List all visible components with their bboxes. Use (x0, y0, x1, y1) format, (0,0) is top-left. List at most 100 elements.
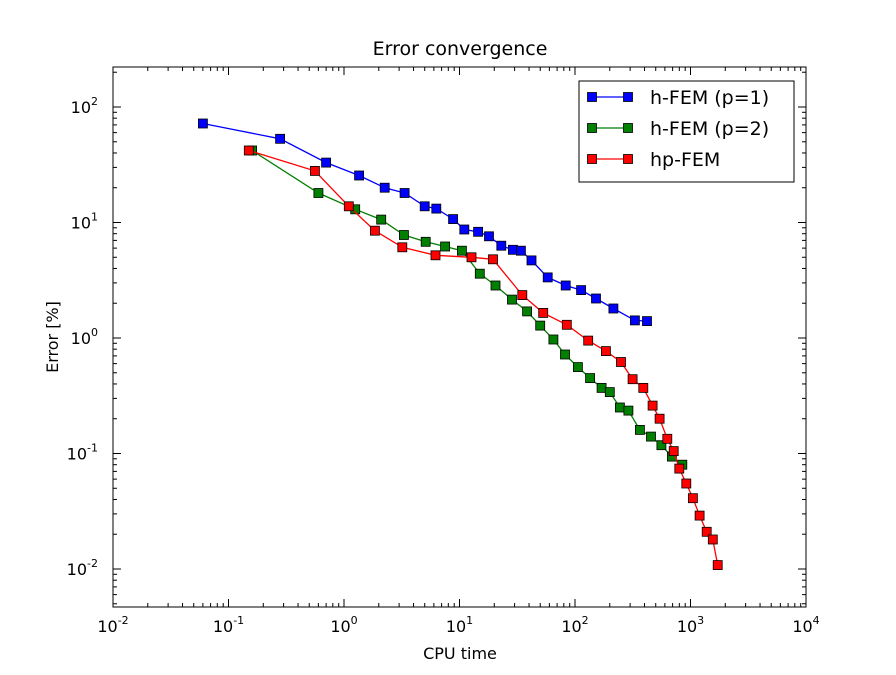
x-tick-label: 10-2 (97, 614, 128, 636)
legend-marker (623, 92, 633, 102)
data-point (646, 431, 656, 442)
data-point (398, 230, 409, 240)
data-point (668, 446, 679, 457)
data-point (656, 440, 667, 451)
data-point (517, 290, 528, 301)
data-point (430, 250, 441, 261)
legend-item: h-FEM (p=2) (587, 118, 769, 140)
legend-label: h-FEM (p=2) (650, 118, 769, 140)
y-tick-label: 101 (71, 211, 98, 233)
data-point (369, 225, 380, 236)
data-point (321, 157, 332, 168)
data-point (538, 307, 549, 318)
data-point (496, 240, 507, 251)
data-point (688, 493, 698, 504)
legend-label: h-FEM (p=1) (650, 87, 769, 109)
data-point (674, 463, 685, 474)
data-point (638, 382, 649, 393)
data-point (419, 201, 430, 212)
legend-label: hp-FEM (650, 149, 720, 171)
legend-item: h-FEM (p=1) (587, 87, 769, 109)
data-point (585, 373, 595, 384)
plot-frame (112, 66, 807, 608)
data-point (522, 306, 532, 317)
data-point (535, 320, 546, 331)
legend-item: hp-FEM (587, 149, 720, 171)
data-point (630, 315, 640, 326)
data-point (707, 534, 718, 545)
data-point (654, 413, 665, 424)
x-tick-label: 100 (330, 614, 357, 636)
x-tick-label: 103 (677, 614, 704, 636)
data-point (647, 400, 658, 411)
data-point (608, 303, 619, 314)
data-point (431, 203, 442, 214)
chart-title: Error convergence (373, 38, 548, 60)
data-point (343, 201, 354, 212)
data-point (474, 268, 485, 279)
y-tick-label: 100 (71, 326, 98, 348)
data-point (573, 362, 583, 373)
data-point (596, 382, 607, 393)
data-point (712, 560, 723, 570)
data-point (488, 254, 498, 265)
data-point (548, 334, 559, 345)
legend-marker (587, 154, 597, 164)
series-3 (243, 145, 723, 570)
x-axis-label: CPU time (423, 644, 497, 663)
data-point (379, 182, 390, 193)
data-point (399, 188, 410, 198)
data-point (440, 241, 451, 252)
data-point (615, 402, 625, 413)
data-point (583, 335, 594, 346)
series-2 (247, 145, 688, 470)
legend-marker (623, 123, 633, 133)
data-point (576, 285, 586, 296)
data-point (627, 374, 638, 385)
legend: h-FEM (p=1) h-FEM (p=2) hp-FEM (578, 80, 795, 183)
y-tick-label: 10-1 (67, 442, 98, 464)
data-point (694, 510, 705, 521)
legend-box (578, 80, 795, 183)
x-tick-label: 104 (792, 614, 819, 636)
data-point (604, 387, 615, 398)
data-point (560, 349, 570, 360)
data-point (681, 478, 692, 489)
data-point (601, 346, 611, 357)
data-point (561, 319, 572, 330)
data-point (354, 170, 365, 181)
x-tick-label: 102 (561, 614, 588, 636)
legend-marker (587, 123, 597, 133)
data-point (623, 405, 634, 416)
data-point (591, 293, 601, 304)
data-point (309, 165, 320, 176)
data-point (642, 316, 652, 327)
data-point (490, 280, 501, 291)
data-point (484, 231, 494, 242)
series-1 (197, 118, 652, 327)
data-point (635, 424, 645, 435)
data-point (275, 133, 286, 144)
data-point (420, 236, 431, 247)
data-point (542, 272, 553, 283)
y-axis-label: Error [%] (43, 301, 62, 373)
x-tick-label: 10-1 (213, 614, 244, 636)
data-point (560, 280, 571, 291)
data-point (456, 245, 467, 256)
data-point (662, 433, 673, 444)
data-point (243, 145, 254, 156)
data-point (516, 245, 526, 256)
legend-marker (623, 154, 633, 164)
data-point (466, 252, 477, 263)
data-point (616, 357, 626, 367)
data-point (701, 526, 712, 537)
x-tick-label: 101 (446, 614, 473, 636)
data-point (526, 255, 537, 266)
plot-marks (197, 118, 723, 570)
data-point (473, 226, 484, 237)
data-point (197, 118, 208, 129)
data-point (459, 224, 470, 235)
data-point (507, 294, 517, 305)
data-point (313, 188, 324, 198)
